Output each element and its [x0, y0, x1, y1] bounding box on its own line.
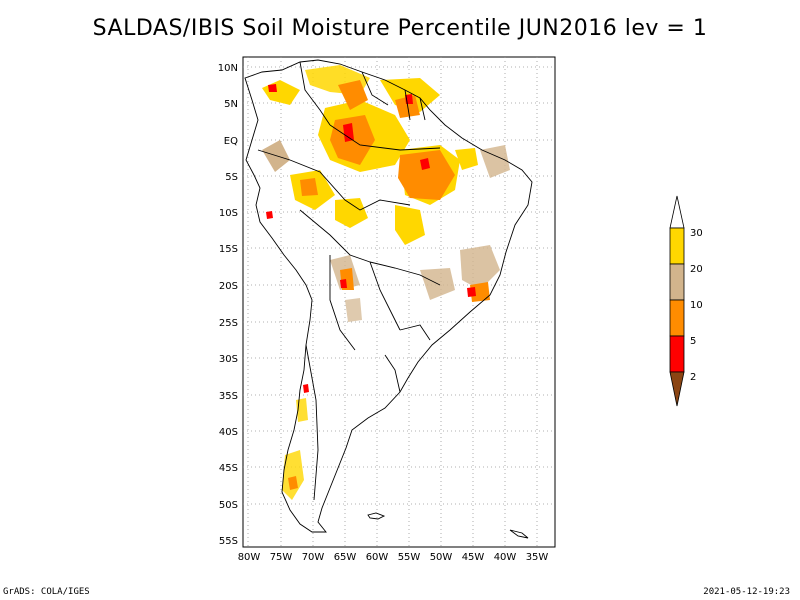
lat-label: 55S — [219, 536, 238, 547]
lat-label: 5N — [224, 99, 238, 110]
lon-label: 80W — [238, 552, 261, 563]
legend-cap-bottom — [669, 371, 685, 407]
legend-swatch — [669, 335, 685, 373]
lat-label: 35S — [219, 391, 238, 402]
legend-swatch — [669, 263, 685, 301]
legend-label: 5 — [690, 336, 696, 347]
legend-label: 20 — [690, 264, 703, 275]
map-frame — [242, 56, 556, 548]
lat-label: 45S — [219, 463, 238, 474]
lon-label: 60W — [366, 552, 389, 563]
map-title: SALDAS/IBIS Soil Moisture Percentile JUN… — [92, 16, 708, 41]
lat-label: 5S — [225, 172, 238, 183]
lat-label: 40S — [219, 427, 238, 438]
lat-label: EQ — [224, 136, 238, 147]
legend-label: 2 — [690, 372, 696, 383]
lon-label: 55W — [398, 552, 421, 563]
footer-timestamp: 2021-05-12-19:23 — [703, 587, 790, 597]
latitude-labels: 10N 5N EQ 5S 10S 15S 20S 25S 30S 35S 40S… — [218, 63, 238, 547]
legend-swatch — [669, 299, 685, 337]
lon-label: 40W — [494, 552, 517, 563]
lat-label: 25S — [219, 318, 238, 329]
legend-label: 10 — [690, 300, 703, 311]
footer-credit: GrADS: COLA/IGES — [3, 587, 90, 597]
lat-label: 10S — [219, 208, 238, 219]
lat-label: 20S — [219, 281, 238, 292]
lat-label: 50S — [219, 500, 238, 511]
graticule — [243, 57, 555, 547]
lat-label: 15S — [219, 244, 238, 255]
lon-label: 35W — [526, 552, 549, 563]
legend-swatch — [669, 227, 685, 265]
longitude-labels: 80W 75W 70W 65W 60W 55W 50W 45W 40W 35W — [238, 552, 549, 563]
lat-label: 10N — [218, 63, 238, 74]
legend-label: 30 — [690, 228, 703, 239]
lon-label: 50W — [430, 552, 453, 563]
legend-cap-top — [669, 195, 685, 229]
lat-label: 30S — [219, 354, 238, 365]
lon-label: 70W — [302, 552, 325, 563]
coastline-and-borders — [244, 59, 533, 539]
lon-label: 75W — [270, 552, 293, 563]
lon-label: 65W — [334, 552, 357, 563]
lon-label: 45W — [462, 552, 485, 563]
